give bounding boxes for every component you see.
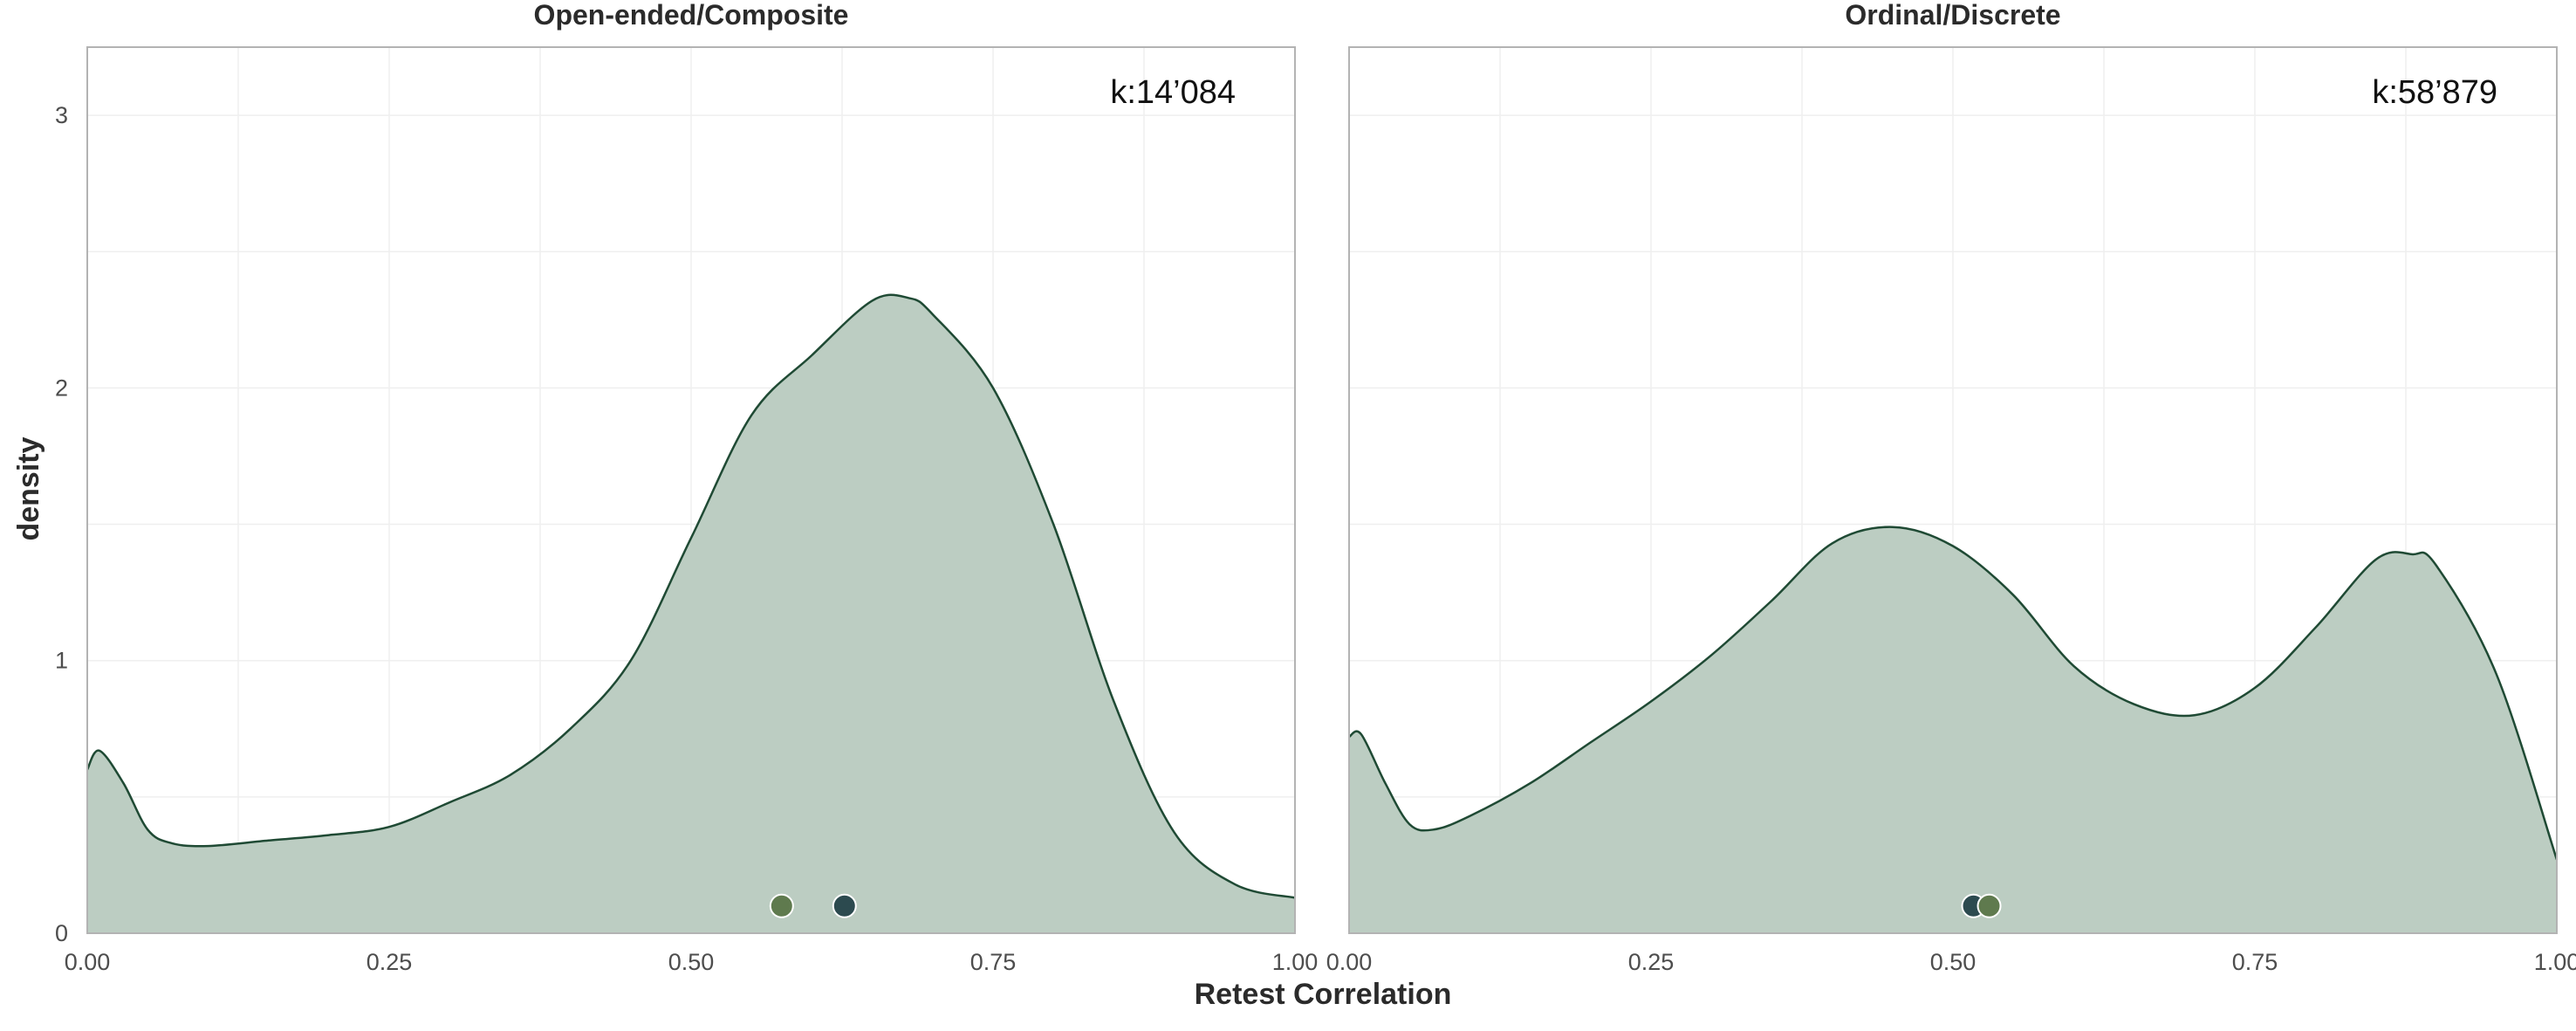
x-tick-label: 1.00 [2534,949,2576,975]
x-tick-label: 1.00 [1272,949,1319,975]
y-tick-label: 1 [55,648,68,674]
chart-panels: 0.00 0.25 0.50 0.75 1.00 0 1 2 3 Open-ended/Compo… [55,0,2576,975]
y-tick-label: 3 [55,102,68,128]
sample-size-annotation: k:58’879 [2372,74,2497,111]
x-tick-label: 0.75 [2232,949,2278,975]
x-axis-title: Retest Correlation [1195,978,1452,1011]
x-tick-label: 0.50 [668,949,715,975]
summary-point-2 [1977,893,2002,918]
panel-title: Ordinal/Discrete [1845,0,2060,31]
panel-frame [86,46,1296,934]
summary-point-2 [832,893,857,918]
x-tick-label: 0.25 [367,949,413,975]
y-tick-label: 2 [55,375,68,401]
panel-2: 0.00 0.25 0.50 0.75 1.00 Ordinal/Discrete k:58… [1326,0,2576,975]
panel-1: 0.00 0.25 0.50 0.75 1.00 0 1 2 3 Open-ended/Compo… [55,0,1318,975]
x-tick-label: 0.00 [1326,949,1373,975]
panel-frame [1348,46,2558,934]
density-line [86,293,1296,899]
summary-point-1 [769,893,794,918]
x-tick-label: 0.25 [1628,949,1675,975]
sample-size-annotation: k:14’084 [1110,74,1236,111]
panel-title: Open-ended/Composite [534,0,849,31]
density-area [1349,526,2557,933]
y-axis-title: density [12,436,45,540]
x-tick-label: 0.50 [1930,949,1977,975]
y-tick-label: 0 [55,920,68,946]
density-line [1348,526,2559,861]
x-tick-label: 0.75 [970,949,1017,975]
density-area [87,294,1295,933]
x-tick-label: 0.00 [65,949,111,975]
